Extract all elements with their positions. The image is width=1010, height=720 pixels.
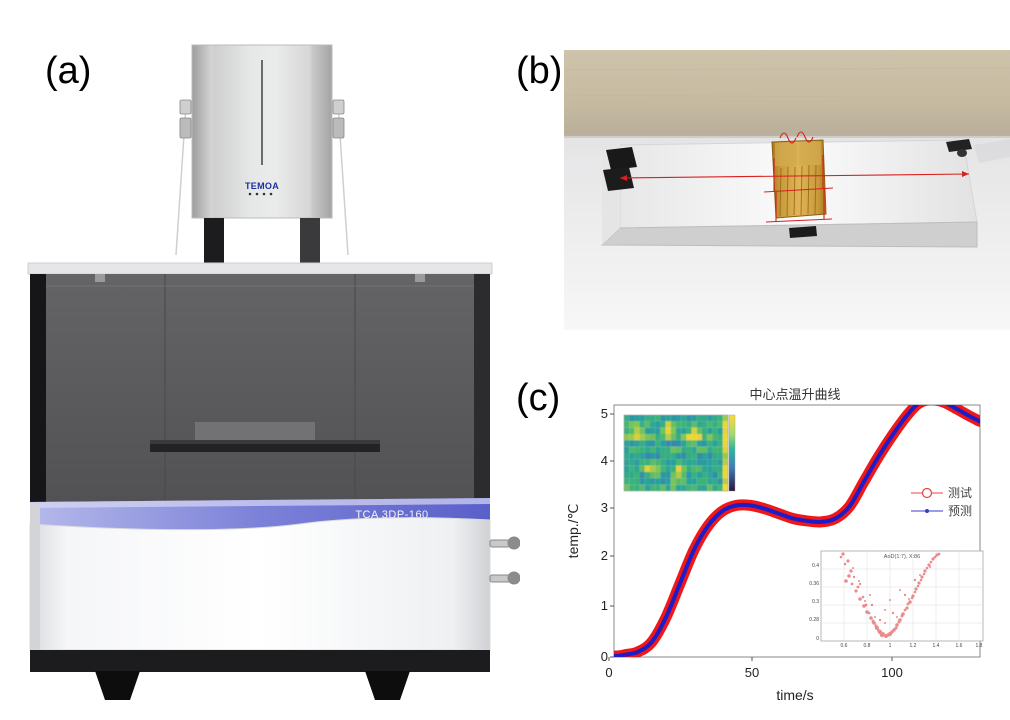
svg-text:0.28: 0.28 (809, 617, 819, 623)
svg-text:4: 4 (601, 453, 608, 468)
svg-text:中心点温升曲线: 中心点温升曲线 (749, 387, 840, 402)
svg-text:1.8: 1.8 (976, 643, 983, 649)
svg-text:50: 50 (745, 665, 759, 680)
svg-text:0.36: 0.36 (809, 581, 819, 587)
svg-text:temp./℃: temp./℃ (565, 504, 581, 559)
svg-text:1.2: 1.2 (910, 643, 917, 649)
svg-text:1.6: 1.6 (956, 643, 963, 649)
svg-text:2: 2 (601, 548, 608, 563)
svg-text:100: 100 (881, 665, 903, 680)
svg-text:测试: 测试 (948, 485, 972, 500)
svg-text:AoD(1:7), X:86: AoD(1:7), X:86 (884, 554, 920, 560)
svg-text:0.3: 0.3 (812, 599, 819, 605)
svg-text:0.8: 0.8 (864, 643, 871, 649)
svg-text:time/s: time/s (776, 687, 813, 703)
svg-text:0.6: 0.6 (841, 643, 848, 649)
svg-text:0.4: 0.4 (812, 563, 819, 569)
svg-text:预测: 预测 (948, 504, 972, 518)
svg-text:0: 0 (601, 649, 608, 664)
svg-text:1: 1 (601, 598, 608, 613)
svg-text:0: 0 (816, 636, 819, 642)
svg-text:0: 0 (605, 665, 612, 680)
svg-text:1.4: 1.4 (933, 643, 940, 649)
svg-text:1: 1 (889, 643, 892, 649)
svg-text:5: 5 (601, 406, 608, 421)
svg-text:TEMOA: TEMOA (245, 181, 279, 191)
svg-text:3: 3 (601, 500, 608, 515)
